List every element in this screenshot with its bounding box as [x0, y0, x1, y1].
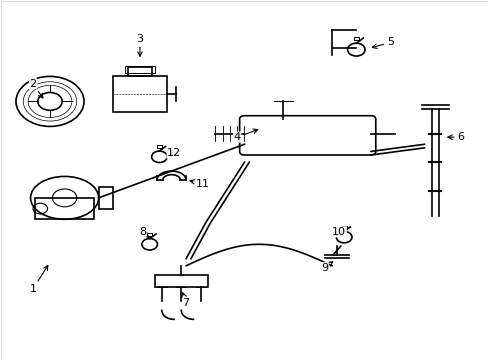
Bar [353, 37, 358, 40]
Bar [125, 66, 154, 73]
Bar [341, 226, 346, 229]
Text: 8: 8 [139, 227, 149, 238]
Bar [157, 145, 162, 148]
Bar [127, 67, 152, 76]
Text: 3: 3 [136, 34, 143, 56]
Text: 4: 4 [233, 129, 257, 142]
Bar [99, 187, 113, 208]
Bar [154, 275, 207, 287]
Text: 2: 2 [29, 78, 43, 98]
Text: 5: 5 [371, 37, 393, 49]
Text: 12: 12 [166, 148, 181, 158]
Text: 1: 1 [29, 266, 48, 294]
Text: 10: 10 [332, 227, 346, 237]
Text: 11: 11 [190, 179, 210, 189]
Text: 7: 7 [182, 293, 189, 308]
Text: 9: 9 [321, 262, 332, 273]
Bar [113, 76, 166, 112]
Text: 6: 6 [447, 132, 464, 142]
Bar [35, 198, 94, 219]
Bar [147, 233, 152, 236]
